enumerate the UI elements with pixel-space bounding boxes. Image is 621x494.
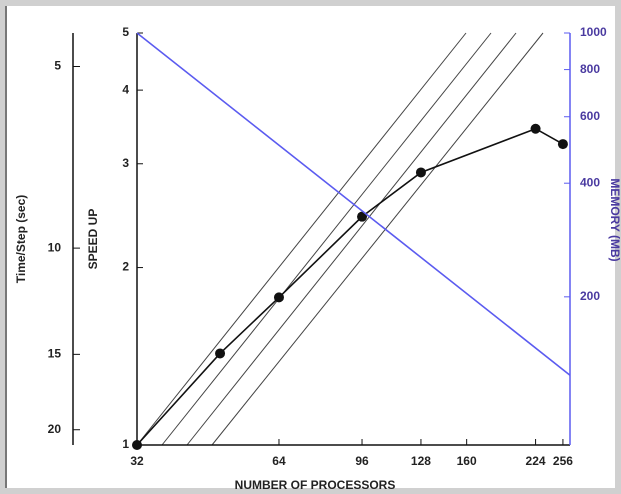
point xyxy=(557,139,568,150)
x-tick-label: 256 xyxy=(553,454,573,468)
y3-tick-label: 15 xyxy=(48,347,62,361)
panel xyxy=(6,6,615,488)
x-tick-label: 160 xyxy=(457,454,477,468)
y3-axis-label: Time/Step (sec) xyxy=(14,195,28,283)
reference-line xyxy=(136,32,467,446)
y2-axis-label: MEMORY (MB) xyxy=(608,178,621,261)
y3-tick-label: 20 xyxy=(48,422,62,436)
y-tick-label: 2 xyxy=(122,260,129,274)
y-tick-label: 5 xyxy=(122,25,129,39)
point xyxy=(273,292,284,303)
x-tick-label: 128 xyxy=(411,454,431,468)
x-tick-label: 64 xyxy=(272,454,286,468)
x-axis-label: NUMBER OF PROCESSORS xyxy=(235,478,396,492)
y2-tick-label: 600 xyxy=(580,109,600,123)
point xyxy=(357,211,368,222)
series-line xyxy=(136,32,571,376)
y-tick-label: 4 xyxy=(122,82,129,96)
y-tick-label: 1 xyxy=(122,437,129,451)
point xyxy=(530,123,541,134)
y2-tick-label: 200 xyxy=(580,289,600,303)
reference-line xyxy=(186,32,517,446)
x-tick-label: 96 xyxy=(355,454,369,468)
point xyxy=(215,348,226,359)
reference-line xyxy=(161,32,492,446)
y2-tick-label: 400 xyxy=(580,175,600,189)
y3-tick-label: 10 xyxy=(48,240,62,254)
y-axis-label: SPEED UP xyxy=(86,209,100,270)
y3-tick-label: 5 xyxy=(54,59,61,73)
x-tick-label: 32 xyxy=(130,454,144,468)
y2-tick-label: 1000 xyxy=(580,25,607,39)
point xyxy=(132,440,142,450)
reference-line xyxy=(211,32,544,446)
x-tick-label: 224 xyxy=(526,454,546,468)
y2-tick-label: 800 xyxy=(580,62,600,76)
point xyxy=(415,167,426,178)
y-tick-label: 3 xyxy=(122,156,129,170)
